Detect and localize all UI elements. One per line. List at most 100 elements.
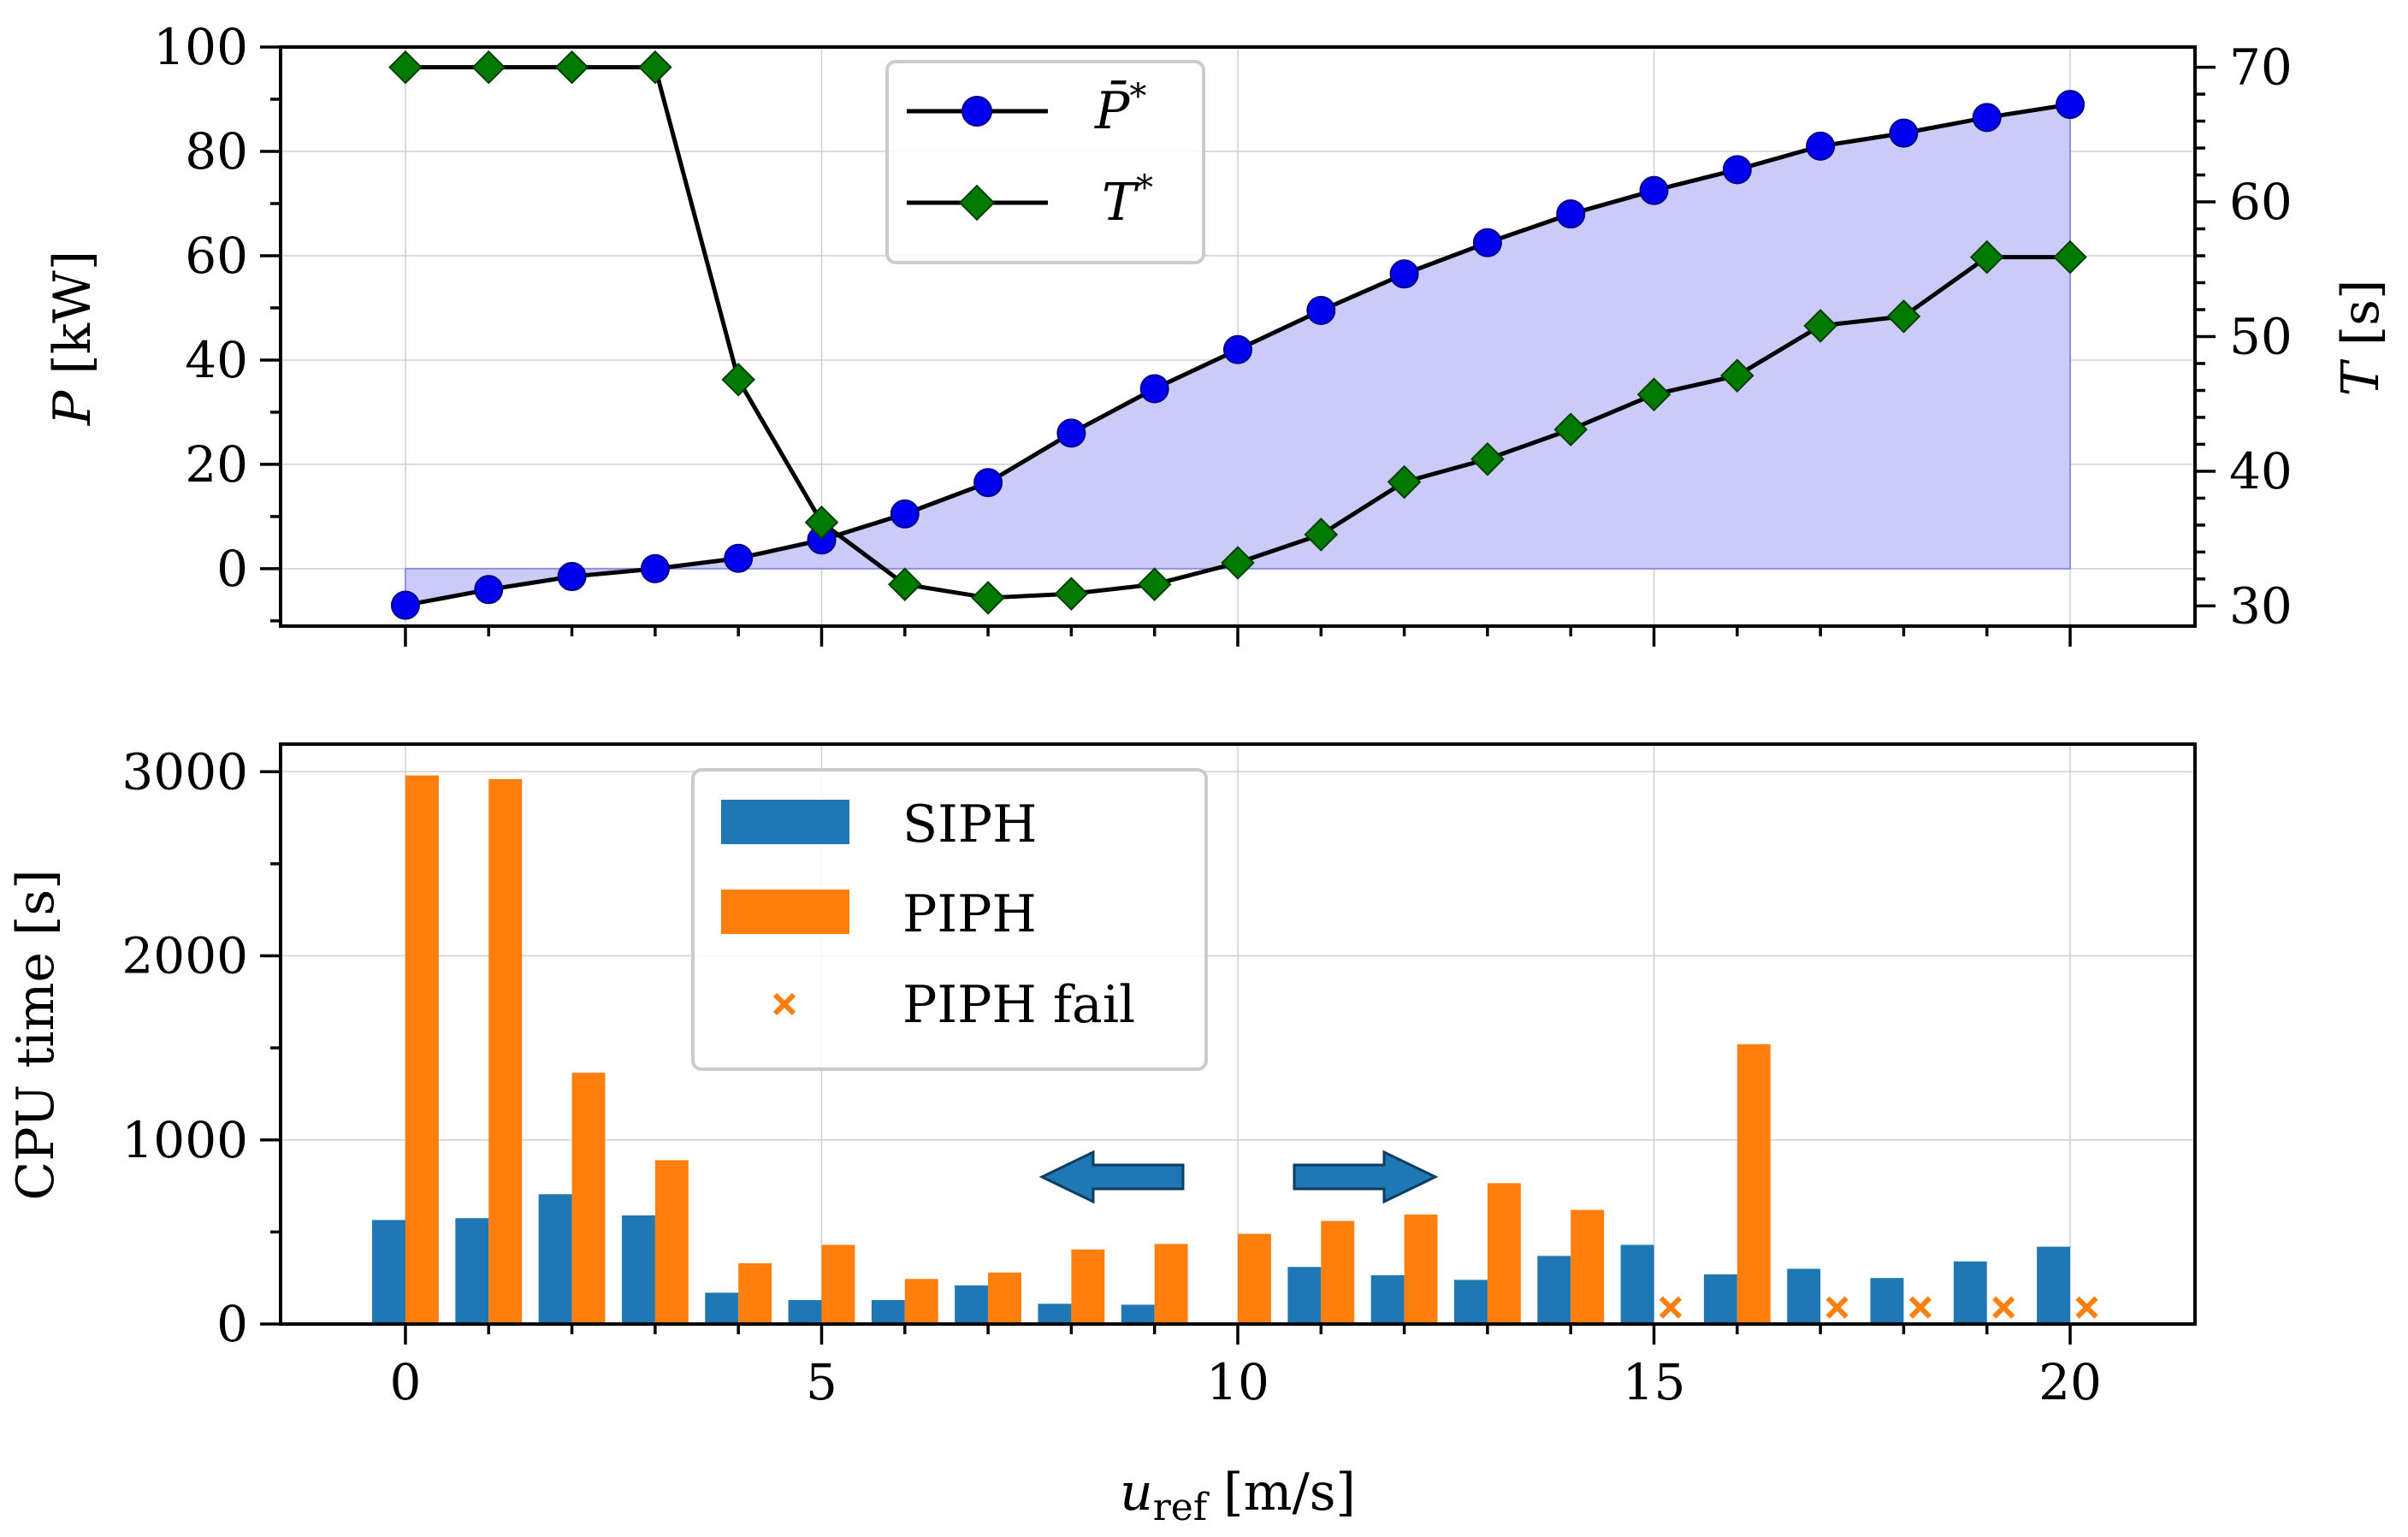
fail-marker-17 [1825,1296,1849,1319]
marker-P_bar_star-12 [1389,259,1419,289]
marker-T_star-16 [1720,358,1754,393]
marker-T_star-6 [887,567,922,601]
bar-SIPH-19 [1953,1261,1987,1324]
bottom-bars [372,775,2071,1324]
marker-P_bar_star-7 [973,468,1003,498]
bottom-x-tick-label: 20 [2038,1353,2102,1411]
marker-P_bar_star-3 [640,553,670,583]
bottom-x-tick-label: 15 [1623,1353,1686,1411]
marker-P_bar_star-1 [474,575,504,605]
fail-marker-18 [1908,1296,1932,1319]
bar-PIPH-1 [488,778,523,1324]
bar-SIPH-3 [621,1215,655,1324]
top-legend: P̄* T* [885,60,1205,264]
bar-SIPH-12 [1370,1274,1405,1324]
bar-PIPH-12 [1404,1214,1438,1324]
bar-PIPH-14 [1571,1209,1605,1324]
marker-T_star-0 [388,50,423,85]
marker-P_bar_star-8 [1056,418,1086,448]
bar-SIPH-14 [1537,1256,1571,1324]
marker-T_star-11 [1304,517,1339,552]
marker-P_bar_star-2 [557,562,587,592]
bottom-x-tick-label: 0 [390,1353,422,1411]
marker-T_star-13 [1470,441,1505,476]
marker-T_star-12 [1387,464,1422,500]
top-y2-tick-label: 50 [2229,308,2293,366]
bar-SIPH-2 [538,1194,572,1324]
top-right-tick-labels: 30 40 50 60 70 [2229,38,2293,635]
marker-P_bar_star-9 [1139,374,1169,404]
marker-P_bar_star-11 [1306,296,1336,326]
marker-P_bar_star-10 [1223,334,1252,364]
top-y-axis-label: P [kW] [43,251,103,426]
marker-T_star-15 [1636,377,1671,411]
bar-PIPH-5 [821,1244,855,1324]
legend-swatch-siph [721,800,849,844]
bottom-y-tick-label: 2000 [121,927,248,985]
top-ticks [260,45,2216,647]
marker-P_bar_star-14 [1556,199,1586,229]
bar-PIPH-13 [1487,1183,1521,1324]
bar-SIPH-0 [372,1220,405,1324]
top-y-tick-label: 100 [153,18,248,76]
bar-PIPH-8 [1071,1249,1105,1324]
top-y-tick-label: 0 [216,540,248,598]
top-y2-tick-label: 40 [2229,442,2293,500]
bar-PIPH-6 [904,1279,938,1324]
bar-PIPH-11 [1321,1221,1355,1324]
top-y2-axis-label: T [s] [2331,280,2391,397]
bar-SIPH-8 [1038,1303,1072,1324]
bar-SIPH-15 [1620,1244,1654,1324]
marker-T_star-18 [1886,299,1921,334]
marker-P_bar_star-19 [1972,103,2002,133]
legend-marker-p [961,96,992,127]
marker-T_star-7 [971,581,1005,615]
bar-SIPH-7 [955,1285,989,1324]
bar-SIPH-5 [788,1300,822,1324]
legend-label-t: T* [1102,168,1153,233]
fail-marker-15 [1659,1296,1683,1319]
bottom-x-tick-label: 10 [1206,1353,1269,1411]
legend-label-siph: SIPH [902,795,1038,854]
bottom-y-tick-label: 1000 [121,1111,248,1169]
bar-SIPH-16 [1703,1274,1737,1324]
top-y-tick-label: 80 [185,122,248,180]
bar-PIPH-3 [654,1160,689,1324]
marker-T_star-19 [1969,239,2004,275]
top-y2-tick-label: 70 [2229,38,2293,97]
top-y2-tick-label: 30 [2229,576,2293,635]
marker-P_bar_star-17 [1806,131,1836,161]
bar-SIPH-20 [2037,1246,2071,1324]
marker-T_star-10 [1221,546,1255,580]
marker-P_bar_star-18 [1889,118,1919,148]
left-arrow [1038,1150,1185,1204]
marker-T_star-14 [1553,412,1589,446]
top-left-tick-labels: 0 20 40 60 80 100 [153,18,248,598]
bar-SIPH-11 [1287,1267,1322,1324]
bar-PIPH-2 [571,1073,606,1324]
bar-SIPH-9 [1121,1304,1155,1324]
marker-P_bar_star-13 [1472,228,1502,257]
top-panel: 0 20 40 60 80 100 30 40 50 60 70 P [kW] T [s] P̄*… [43,18,2391,647]
marker-T_star-4 [721,363,755,397]
bar-SIPH-1 [455,1218,489,1324]
top-y2-tick-label: 60 [2229,173,2293,231]
bottom-panel: 0 1000 2000 3000 0 5 10 15 20 CPU time [s] uref… [6,742,2197,1529]
marker-P_bar_star-20 [2056,90,2086,120]
bottom-legend: SIPH PIPH PIPH fail [691,768,1208,1071]
marker-T_star-8 [1054,576,1089,612]
bottom-x-tick-label: 5 [806,1353,837,1411]
legend-label-p: P̄* [1094,77,1146,141]
direction-arrows [1038,1150,1439,1204]
legend-marker-piph-fail [772,992,796,1016]
fail-marker-20 [2075,1296,2098,1319]
bottom-ticks [260,770,2072,1345]
bottom-y-tick-label: 0 [216,1295,248,1353]
marker-T_star-9 [1137,567,1172,601]
top-y-tick-label: 60 [185,227,248,285]
bottom-y-tick-label: 3000 [121,742,248,801]
marker-T_star-5 [804,505,839,540]
bottom-fail-markers [1659,1296,2098,1319]
bar-PIPH-0 [405,775,439,1324]
